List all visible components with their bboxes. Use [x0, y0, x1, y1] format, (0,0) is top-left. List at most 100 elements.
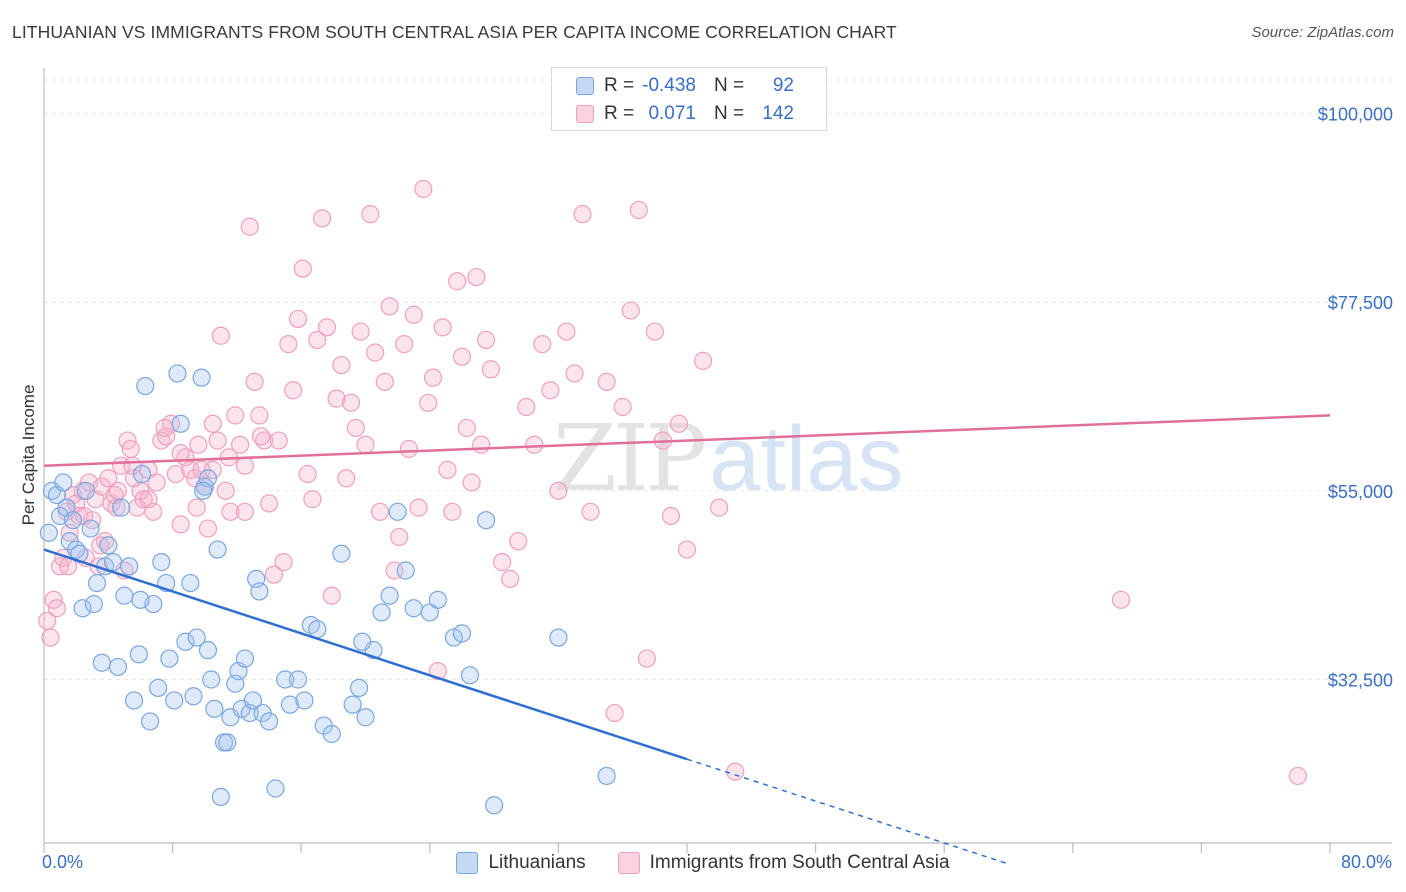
point-immigrants: [637, 649, 656, 668]
point-immigrants: [605, 703, 624, 723]
point-immigrants: [231, 435, 250, 454]
point-immigrants: [693, 351, 713, 370]
point-immigrants: [47, 599, 66, 618]
point-lithuanians: [372, 603, 391, 622]
point-immigrants: [390, 527, 409, 547]
point-immigrants: [288, 309, 308, 329]
point-immigrants: [332, 355, 351, 375]
point-immigrants: [493, 553, 512, 572]
point-lithuanians: [129, 645, 148, 664]
point-lithuanians: [160, 649, 179, 668]
axes: [43, 68, 1392, 853]
point-immigrants: [399, 439, 419, 459]
point-lithuanians: [288, 670, 308, 689]
point-immigrants: [726, 762, 745, 781]
point-lithuanians: [187, 628, 206, 647]
source-credit: Source: ZipAtlas.com: [1251, 24, 1394, 41]
point-immigrants: [565, 364, 584, 383]
point-immigrants: [414, 179, 433, 199]
point-immigrants: [203, 460, 222, 479]
point-lithuanians: [99, 536, 118, 555]
point-immigrants: [216, 481, 235, 500]
point-immigrants: [155, 418, 174, 438]
point-lithuanians: [39, 523, 58, 542]
point-immigrants: [312, 209, 332, 228]
point-immigrants: [394, 335, 414, 354]
point-immigrants: [661, 506, 681, 526]
point-lithuanians: [549, 628, 568, 647]
point-lithuanians: [73, 599, 92, 618]
point-lithuanians: [428, 590, 447, 609]
point-immigrants: [677, 540, 697, 559]
point-lithuanians: [81, 519, 100, 538]
point-immigrants: [573, 205, 592, 224]
point-immigrants: [226, 406, 245, 425]
point-immigrants: [279, 335, 298, 354]
point-immigrants: [1111, 590, 1131, 609]
point-immigrants: [517, 397, 536, 417]
point-lithuanians: [76, 481, 95, 500]
point-lithuanians: [460, 666, 480, 685]
point-immigrants: [251, 427, 271, 446]
point-immigrants: [198, 519, 218, 538]
point-lithuanians: [343, 695, 362, 714]
watermark-atlas: atlas: [709, 408, 904, 510]
point-immigrants: [509, 532, 528, 551]
point-lithuanians: [181, 573, 200, 593]
point-immigrants: [41, 628, 60, 647]
point-immigrants: [240, 217, 259, 236]
point-lithuanians: [353, 632, 372, 651]
legend-n-label: N =: [714, 103, 745, 124]
point-immigrants: [541, 381, 560, 400]
point-immigrants: [308, 330, 327, 350]
bottom-legend-lithuanians: Lithuanians: [456, 852, 586, 874]
point-lithuanians: [211, 787, 230, 806]
point-immigrants: [337, 469, 356, 488]
point-immigrants: [346, 418, 365, 438]
point-lithuanians: [322, 724, 341, 744]
point-lithuanians: [165, 691, 184, 710]
point-lithuanians: [140, 712, 160, 731]
point-lithuanians: [380, 586, 399, 605]
point-immigrants: [501, 569, 520, 588]
trend-line-immigrants: [43, 414, 1331, 467]
point-immigrants: [457, 418, 476, 438]
point-immigrants: [433, 318, 452, 337]
point-immigrants: [293, 259, 312, 278]
point-lithuanians: [485, 796, 504, 815]
point-immigrants: [187, 498, 206, 517]
y-tick-label: $100,000: [1318, 105, 1393, 125]
point-lithuanians: [250, 582, 269, 601]
point-lithuanians: [87, 573, 107, 593]
point-lithuanians: [194, 481, 213, 500]
legend-swatch-pink: [576, 105, 594, 123]
point-lithuanians: [152, 553, 171, 572]
legend-r-label: R =: [604, 103, 635, 124]
point-lithuanians: [104, 553, 123, 572]
point-lithuanians: [171, 414, 190, 433]
point-immigrants: [235, 456, 255, 475]
point-lithuanians: [218, 733, 237, 752]
point-lithuanians: [276, 670, 295, 689]
x-tick-label-max: 80.0%: [1340, 852, 1392, 872]
point-immigrants: [107, 498, 126, 517]
point-immigrants: [669, 414, 689, 433]
bottom-legend-swatch-blue: [456, 852, 479, 874]
point-immigrants: [259, 494, 279, 513]
point-immigrants: [351, 322, 370, 341]
point-lithuanians: [388, 502, 407, 521]
point-immigrants: [613, 397, 632, 417]
point-immigrants: [317, 318, 337, 337]
point-lithuanians: [452, 624, 472, 643]
y-tick-label: $32,500: [1328, 671, 1393, 691]
point-immigrants: [189, 435, 208, 454]
y-tick-labels: $32,500 $55,000 $77,500 $100,000: [1318, 105, 1393, 691]
point-immigrants: [327, 389, 346, 408]
point-immigrants: [448, 272, 467, 291]
point-immigrants: [621, 301, 640, 320]
point-immigrants: [404, 305, 423, 324]
bottom-legend: Lithuanians Immigrants from South Centra…: [0, 852, 1406, 874]
series-lithuanians-points: [39, 364, 616, 815]
point-immigrants: [147, 473, 166, 492]
y-tick-label: $77,500: [1328, 293, 1393, 313]
